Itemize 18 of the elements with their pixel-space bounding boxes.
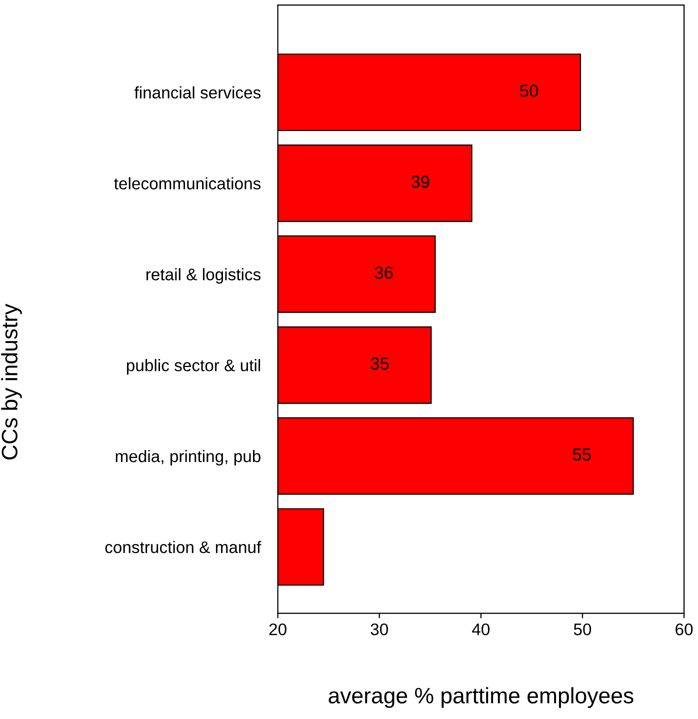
- data-label: 50: [520, 84, 538, 97]
- data-label: 39: [411, 176, 430, 188]
- data-label: 55: [572, 448, 591, 461]
- y-tick-label: media, printing, pub: [116, 450, 260, 466]
- x-axis-title: average % parttime employees: [328, 687, 634, 708]
- y-tick-label: public sector & util: [126, 359, 260, 375]
- x-tick-label: 60: [676, 623, 693, 636]
- x-tick-label: 50: [574, 623, 592, 636]
- y-tick-label: telecommunications: [114, 177, 261, 190]
- y-tick-label: retail & logistics: [146, 268, 261, 284]
- y-axis-title: CCs by industry: [1, 304, 22, 460]
- x-tick-label: 40: [472, 623, 490, 636]
- y-tick-label: financial services: [134, 86, 261, 99]
- x-tick-label: 20: [269, 623, 286, 636]
- y-tick-label: construction & manuf: [105, 540, 262, 554]
- data-label: 35: [370, 357, 389, 370]
- x-tick-label: 30: [370, 623, 388, 636]
- data-label: 36: [374, 266, 393, 279]
